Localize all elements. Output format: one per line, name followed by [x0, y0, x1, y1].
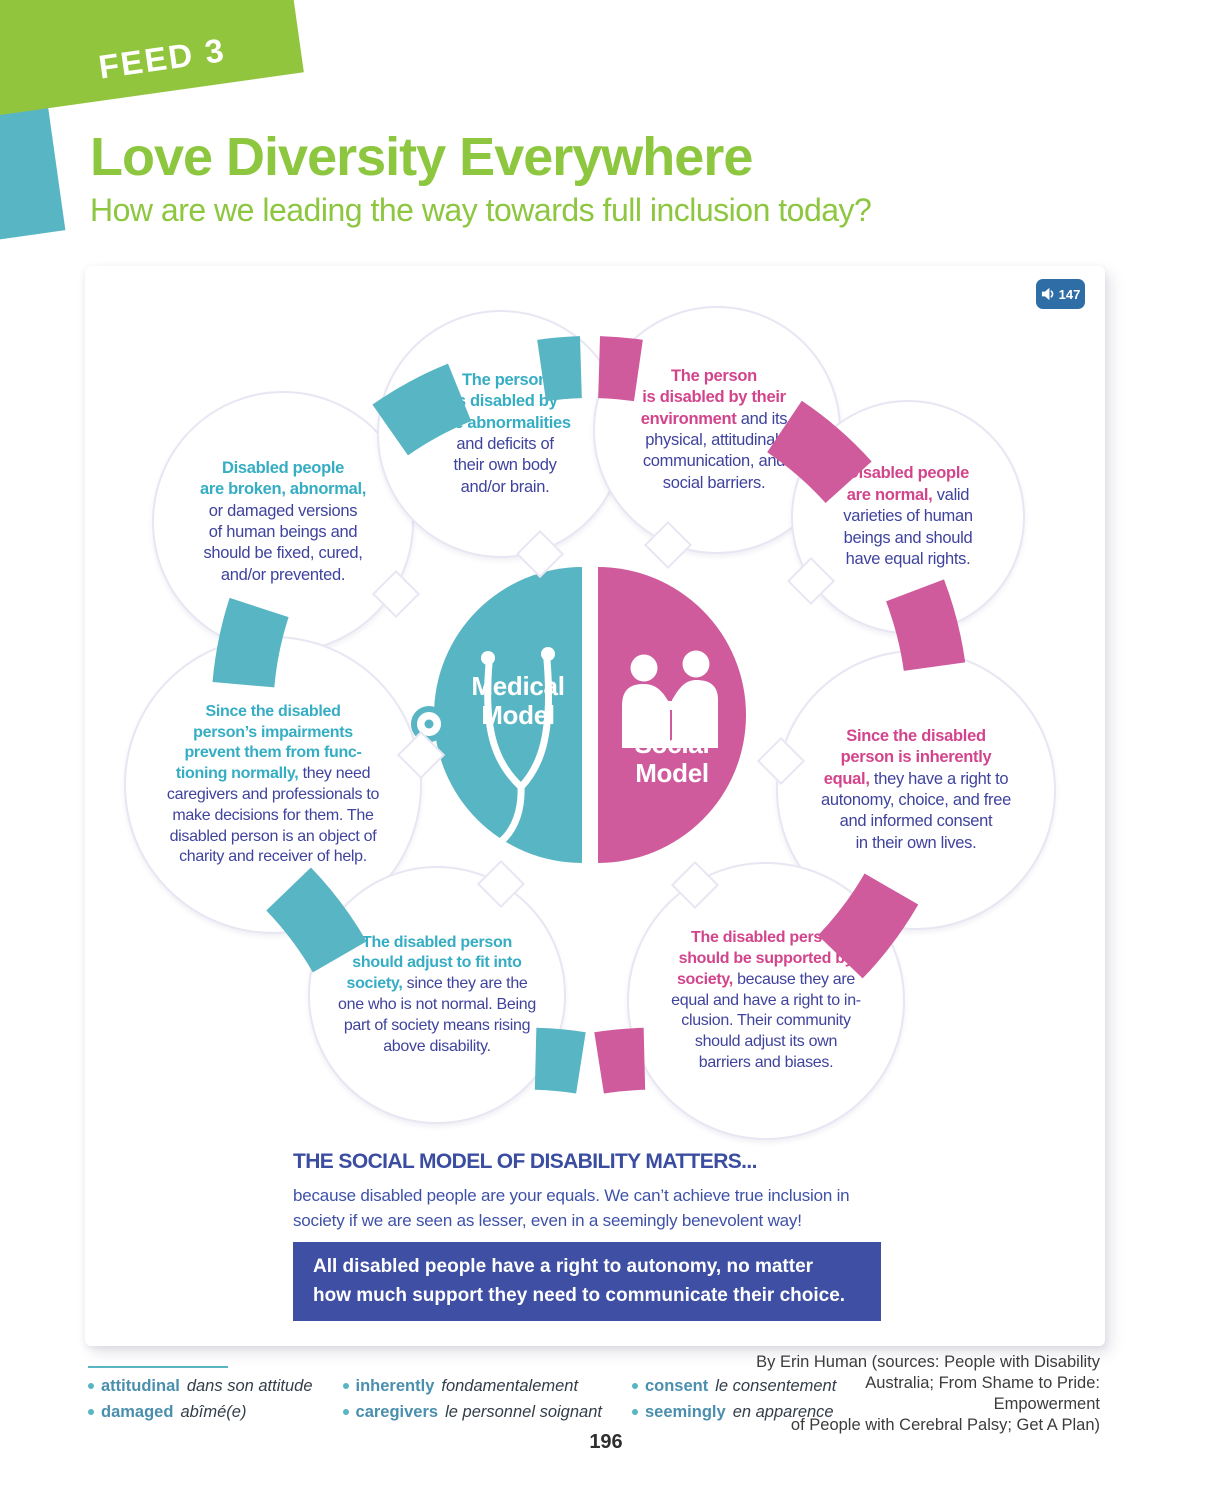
bullet-icon	[88, 1409, 94, 1415]
corner-accent	[0, 91, 66, 241]
vocab-word: caregivers	[355, 1403, 439, 1421]
bubble-emphasis: Since the disabled person’s impairments …	[175, 702, 362, 783]
audio-track-number: 147	[1058, 286, 1081, 302]
audio-track-button[interactable]: 147	[1036, 279, 1085, 309]
vocab-translation: le consentement	[715, 1377, 837, 1395]
bubble-social-normal: Disabled people are normal, valid variet…	[791, 400, 1025, 634]
vocab-column: inherently fondamentalement caregivers le …	[342, 1377, 602, 1422]
vocab-divider	[88, 1366, 228, 1368]
attribution: By Erin Human (sources: People with Disa…	[756, 1353, 1100, 1435]
social-model-label: Social Model	[634, 729, 710, 789]
vocab-item: attitudinal dans son attitude	[88, 1377, 313, 1396]
vocab-word: consent	[644, 1377, 709, 1395]
bubble-emphasis: Disabled people are broken, abnormal,	[199, 458, 367, 499]
bubble-text: and deficits of their own body and/or br…	[453, 435, 557, 496]
conclusion-heading: THE SOCIAL MODEL OF DISABILITY MATTERS..…	[293, 1150, 757, 1173]
feed-badge-label: FEED 3	[96, 31, 228, 86]
vocab-word: inherently	[355, 1377, 435, 1395]
bullet-icon	[342, 1383, 349, 1389]
conclusion-body: because disabled people are your equals.…	[293, 1186, 850, 1230]
bubble-text: valid varieties of human beings and shou…	[843, 485, 973, 569]
vocab-translation: abîmé(e)	[180, 1403, 247, 1421]
vocab-item: inherently fondamentalement	[342, 1377, 602, 1396]
speaker-icon	[1041, 287, 1054, 301]
feed-badge: FEED 3	[0, 0, 304, 119]
vocab-item: damaged abîmé(e)	[88, 1403, 313, 1422]
vocab-word: seemingly	[644, 1403, 726, 1421]
vocab-column: consent le consentement seemingly en appar…	[631, 1377, 837, 1422]
medical-model-label: Medical Model	[471, 671, 565, 731]
bullet-icon	[342, 1409, 349, 1415]
callout-box: All disabled people have a right to auto…	[293, 1242, 881, 1321]
page-title: Love Diversity Everywhere	[90, 127, 753, 187]
vocab-word: damaged	[101, 1403, 174, 1421]
bullet-icon	[631, 1383, 638, 1389]
bubble-text: they need caregivers and professionals t…	[166, 765, 380, 866]
page-subtitle: How are we leading the way towards full …	[90, 192, 872, 228]
bubble-medical-abnormalities: The person is disabled by the abnormalit…	[377, 310, 625, 558]
vocab-translation: le personnel soignant	[445, 1403, 602, 1421]
bubble-medical-adjust: The disabled person should adjust to fit…	[308, 866, 566, 1124]
bubble-emphasis: The disabled person should adjust to fit…	[346, 933, 522, 993]
bubble-social-supported: The disabled person should be supported …	[627, 862, 905, 1140]
vocab-column: attitudinal dans son attitude damaged abîm…	[88, 1377, 313, 1422]
vocab-item: consent le consentement	[631, 1377, 837, 1396]
bullet-icon	[631, 1409, 638, 1415]
bubble-text: or damaged versions of human beings and …	[203, 501, 363, 584]
vocab-translation: fondamentalement	[441, 1377, 579, 1395]
bubble-emphasis: The person is disabled by the abnormalit…	[439, 370, 571, 432]
bubble-text: since they are the one who is not normal…	[338, 975, 536, 1055]
page-number: 196	[589, 1431, 623, 1453]
bubble-medical-broken: Disabled people are broken, abnormal, or…	[152, 391, 414, 653]
vocab-item: caregivers le personnel soignant	[342, 1403, 602, 1422]
bullet-icon	[88, 1383, 94, 1389]
vocab-word: attitudinal	[101, 1377, 180, 1395]
bubble-text: because they are equal and have a right …	[671, 970, 861, 1071]
bubble-emphasis: Since the disabled person is inherently …	[823, 726, 992, 788]
bubble-text: they have a right to autonomy, choice, a…	[820, 769, 1011, 852]
bubble-emphasis: The person is disabled by their environm…	[640, 366, 786, 428]
vocab-translation: en apparence	[732, 1403, 834, 1421]
vocab-translation: dans son attitude	[186, 1377, 313, 1395]
vocab-item: seemingly en apparence	[631, 1403, 836, 1422]
vocab-list: attitudinal dans son attitude damaged abîm…	[88, 1377, 836, 1422]
